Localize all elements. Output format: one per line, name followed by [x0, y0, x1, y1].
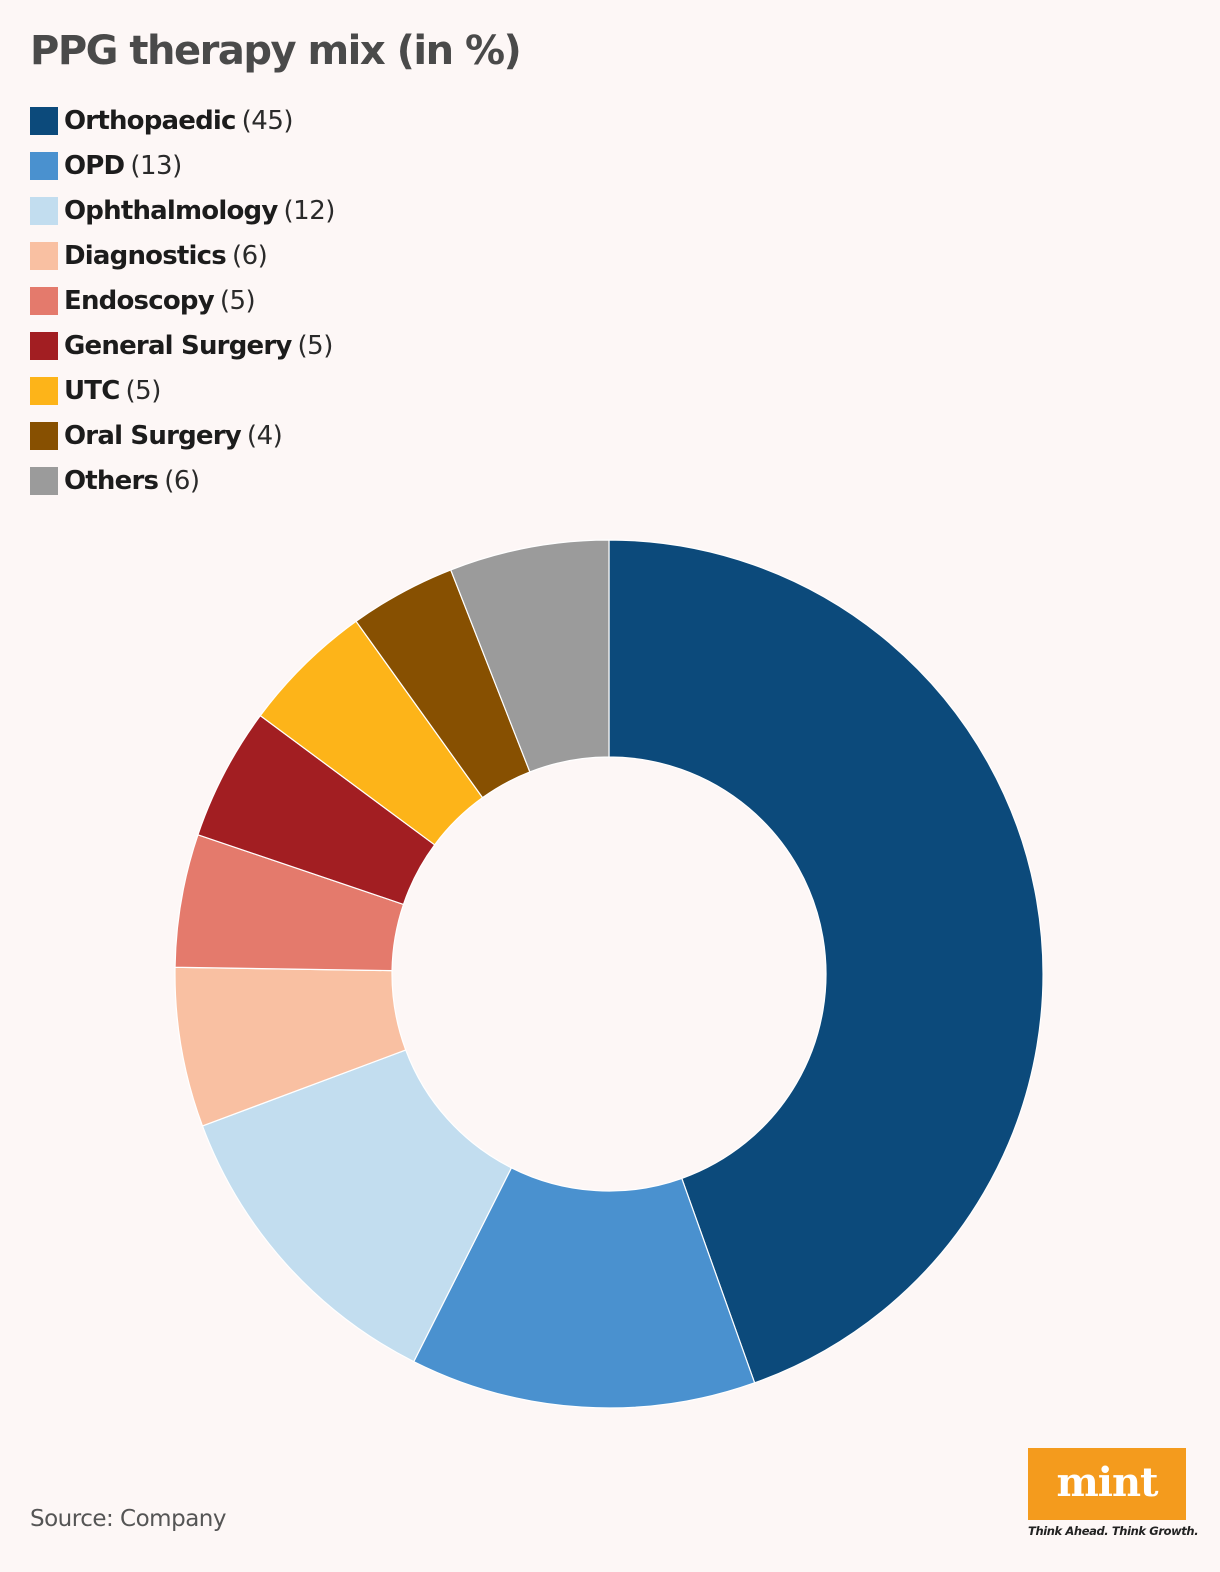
legend-item-endoscopy: Endoscopy (5) — [30, 278, 335, 323]
legend-swatch — [30, 286, 58, 315]
legend-swatch — [30, 466, 58, 495]
mint-logo: mint — [1028, 1448, 1186, 1520]
legend-label: Orthopaedic — [64, 105, 236, 136]
legend-label: UTC — [64, 375, 120, 406]
legend-swatch — [30, 376, 58, 405]
source-note: Source: Company — [30, 1506, 226, 1532]
legend-label: OPD — [64, 150, 125, 181]
legend-value: (12) — [283, 195, 336, 226]
legend-item-opd: OPD (13) — [30, 143, 335, 188]
donut-slice-others — [449, 539, 610, 773]
chart-title: PPG therapy mix (in %) — [30, 28, 522, 74]
legend: Orthopaedic (45) OPD (13) Ophthalmology … — [30, 98, 335, 503]
legend-swatch — [30, 196, 58, 225]
logo-text: mint — [1056, 1458, 1158, 1506]
legend-label: General Surgery — [64, 330, 292, 361]
legend-value: (6) — [231, 240, 268, 271]
legend-label: Oral Surgery — [64, 420, 242, 451]
legend-value: (45) — [241, 105, 294, 136]
legend-value: (5) — [297, 330, 334, 361]
legend-item-others: Others (6) — [30, 458, 335, 503]
logo-tagline: Think Ahead. Think Growth. — [1028, 1524, 1199, 1538]
legend-swatch — [30, 106, 58, 135]
legend-swatch — [30, 331, 58, 360]
legend-item-general-surgery: General Surgery (5) — [30, 323, 335, 368]
donut-slice-orthopaedic — [608, 539, 1044, 1384]
legend-label: Others — [64, 465, 159, 496]
legend-swatch — [30, 151, 58, 180]
legend-item-diagnostics: Diagnostics (6) — [30, 233, 335, 278]
legend-label: Ophthalmology — [64, 195, 278, 226]
legend-value: (4) — [246, 420, 283, 451]
legend-item-orthopaedic: Orthopaedic (45) — [30, 98, 335, 143]
legend-item-oral-surgery: Oral Surgery (4) — [30, 413, 335, 458]
legend-item-ophthalmology: Ophthalmology (12) — [30, 188, 335, 233]
legend-swatch — [30, 421, 58, 450]
legend-value: (5) — [219, 285, 256, 316]
legend-value: (6) — [164, 465, 200, 496]
legend-value: (13) — [130, 150, 182, 181]
donut-slice-opd — [412, 1167, 756, 1409]
legend-label: Diagnostics — [64, 240, 227, 271]
legend-swatch — [30, 241, 58, 270]
legend-item-utc: UTC (5) — [30, 368, 335, 413]
legend-label: Endoscopy — [64, 285, 215, 316]
donut-slice-ophthalmology — [201, 1049, 513, 1363]
legend-value: (5) — [125, 375, 162, 406]
